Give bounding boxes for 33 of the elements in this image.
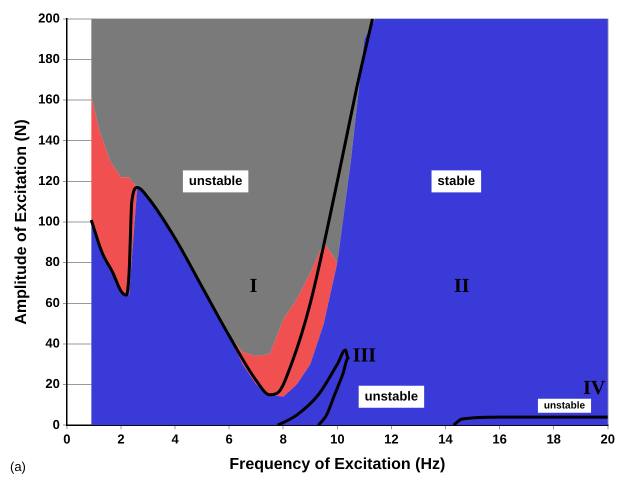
y-tick-label: 60 — [45, 294, 60, 310]
y-tick-label: 40 — [45, 336, 60, 350]
x-tick-label: 16 — [492, 432, 507, 447]
annotation: III — [352, 344, 376, 366]
annotation: II — [454, 275, 470, 298]
annotation: stable — [438, 172, 476, 188]
y-tick-label: 120 — [38, 172, 60, 188]
annotation: unstable — [544, 400, 586, 412]
annotation: IV — [583, 376, 606, 399]
x-tick-label: 0 — [63, 432, 71, 447]
x-tick-label: 4 — [171, 432, 180, 447]
x-tick-label: 10 — [330, 432, 345, 447]
y-tick-label: 100 — [38, 214, 60, 229]
y-tick-label: 140 — [38, 132, 60, 148]
y-tick-label: 180 — [38, 51, 60, 66]
x-tick-label: 8 — [280, 432, 287, 447]
text: (a) — [10, 459, 26, 474]
annotation: unstable — [364, 388, 418, 404]
y-tick-label: 200 — [38, 10, 60, 26]
x-axis-title: Frequency of Excitation (Hz) — [229, 456, 446, 473]
y-tick-label: 0 — [52, 416, 60, 432]
x-tick-label: 6 — [226, 432, 233, 447]
y-tick-label: 20 — [45, 376, 60, 392]
x-tick-label: 12 — [384, 432, 399, 447]
x-tick-label: 2 — [117, 432, 125, 447]
y-tick-label: 160 — [38, 92, 60, 107]
annotation: unstable — [188, 172, 242, 188]
x-tick-label: 20 — [600, 432, 616, 447]
y-axis-title: Amplitude of Excitation (N) — [13, 119, 30, 325]
annotation: I — [250, 275, 258, 298]
y-tick-label: 80 — [45, 254, 60, 270]
x-tick-label: 14 — [438, 432, 454, 447]
x-tick-label: 18 — [546, 432, 561, 447]
